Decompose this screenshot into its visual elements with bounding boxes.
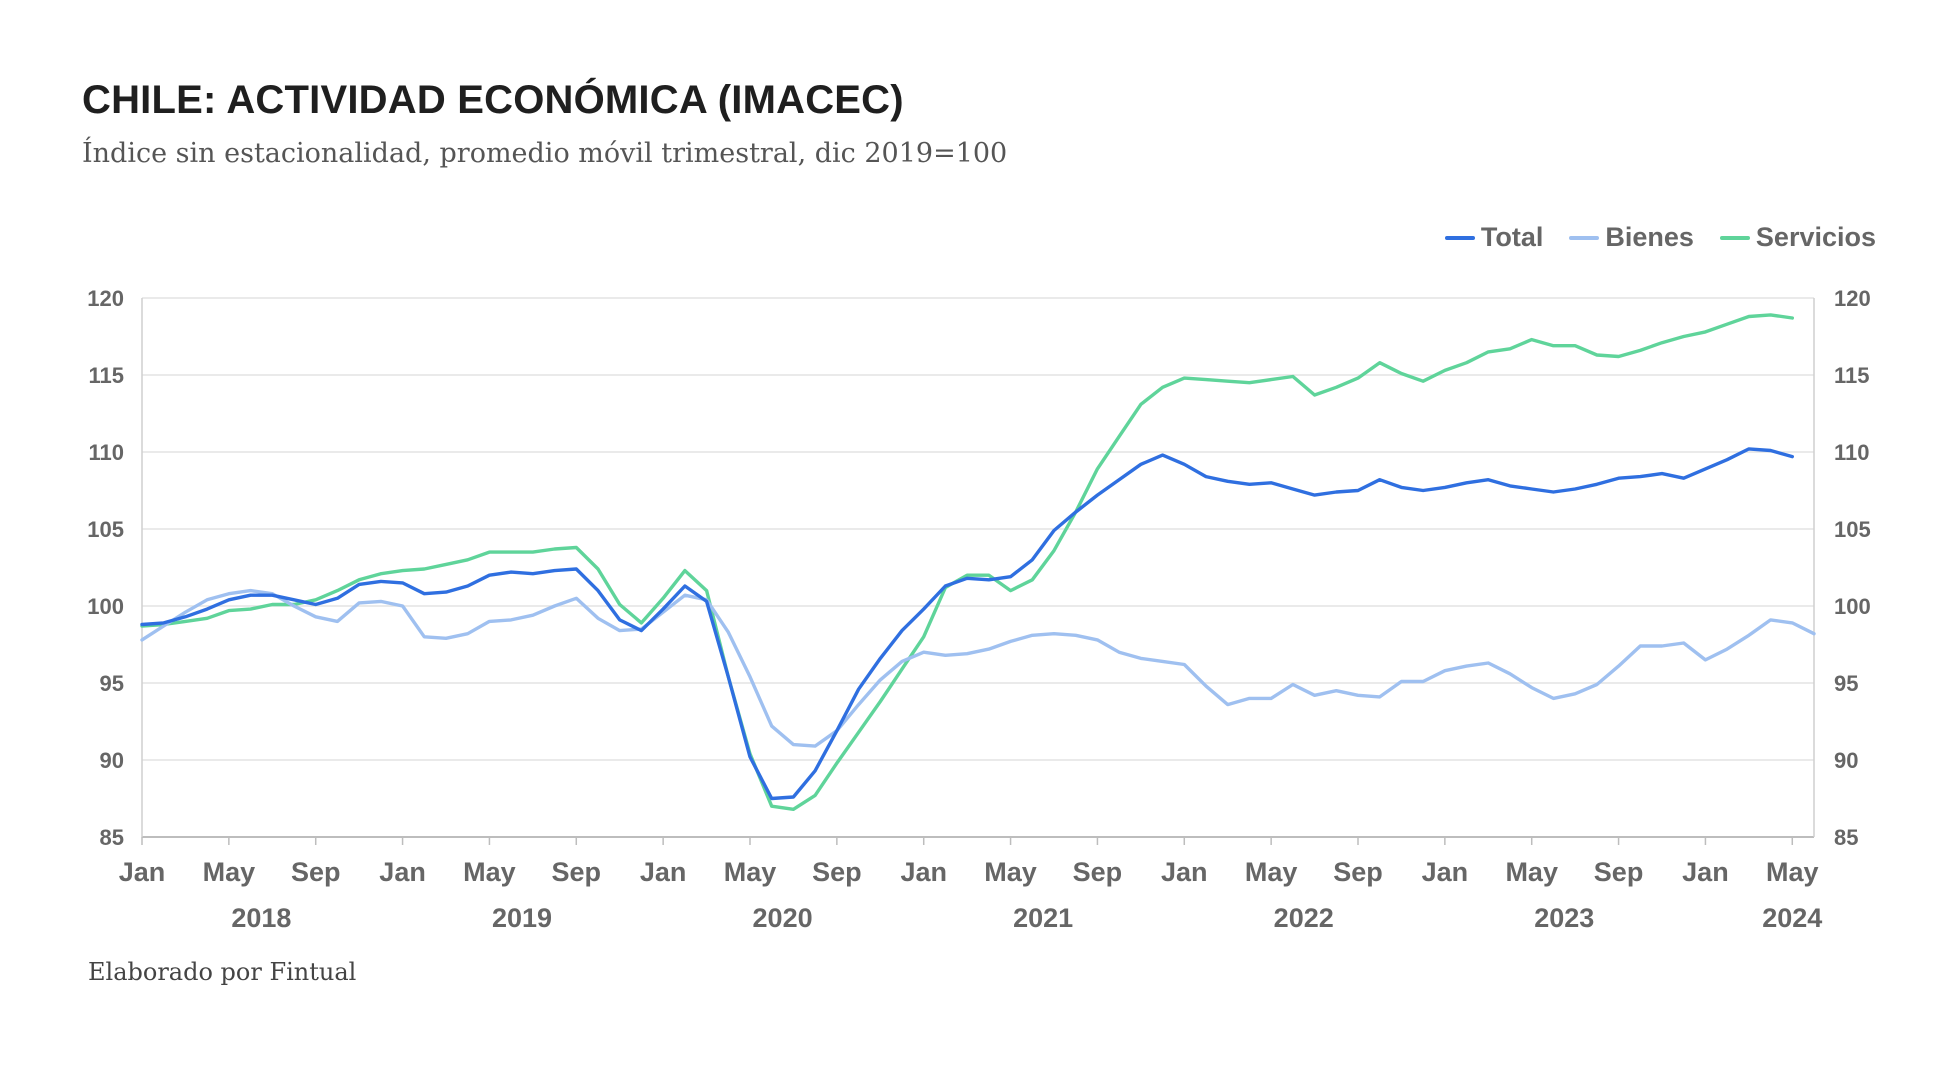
chart-legend: Total Bienes Servicios [1444,222,1876,253]
x-tick-label-12: Jan [379,857,426,887]
x-tick-label-60: Jan [1422,857,1469,887]
x-tick-label-32: Sep [812,857,862,887]
legend-item-total[interactable]: Total [1444,222,1544,253]
x-tick-label-28: May [724,857,777,887]
y-tick-label-left-115: 115 [89,363,125,388]
x-tick-label-56: Sep [1333,857,1383,887]
x-tick-label-76: May [1766,857,1819,887]
y-tick-label-left-85: 85 [100,825,124,850]
year-label-2018: 2018 [231,903,291,933]
year-label-2019: 2019 [492,903,552,933]
x-tick-label-0: Jan [119,857,166,887]
footer-credit: Elaborado por Fintual [88,958,357,986]
y-tick-label-left-95: 95 [100,671,124,696]
series-line-total [140,447,1794,801]
x-tick-label-72: Jan [1682,857,1729,887]
legend-label-servicios: Servicios [1755,222,1876,252]
y-tick-label-right-95: 95 [1834,671,1858,696]
legend-item-bienes[interactable]: Bienes [1569,222,1694,253]
legend-swatch-total [1444,235,1475,240]
y-tick-label-left-120: 120 [87,286,124,311]
year-label-2024: 2024 [1762,903,1822,933]
series-line-servicios [140,313,1794,811]
legend-item-servicios[interactable]: Servicios [1719,222,1876,253]
y-tick-label-right-105: 105 [1834,517,1871,542]
series-line-bienes [140,588,1816,748]
y-tick-label-left-100: 100 [87,594,124,619]
y-tick-label-right-120: 120 [1834,286,1871,311]
y-tick-label-right-115: 115 [1834,363,1870,388]
y-tick-label-left-90: 90 [100,748,124,773]
chart-subtitle: Índice sin estacionalidad, promedio móvi… [82,138,1008,169]
x-tick-label-52: May [1245,857,1298,887]
year-label-2023: 2023 [1534,903,1594,933]
y-tick-label-right-110: 110 [1834,440,1870,465]
legend-label-total: Total [1480,222,1544,252]
x-tick-label-36: Jan [900,857,947,887]
chart-title: CHILE: ACTIVIDAD ECONÓMICA (IMACEC) [82,78,904,122]
legend-label-bienes: Bienes [1605,222,1694,252]
legend-swatch-bienes [1569,235,1600,240]
x-tick-label-40: May [984,857,1037,887]
x-tick-label-48: Jan [1161,857,1208,887]
y-tick-label-right-85: 85 [1834,825,1858,850]
y-tick-label-right-90: 90 [1834,748,1858,773]
x-tick-label-44: Sep [1073,857,1123,887]
x-tick-label-20: Sep [552,857,602,887]
x-tick-label-64: May [1505,857,1558,887]
x-tick-label-16: May [463,857,516,887]
x-tick-label-24: Jan [640,857,687,887]
x-tick-label-8: Sep [291,857,341,887]
year-label-2020: 2020 [753,903,813,933]
y-tick-label-left-105: 105 [87,517,124,542]
x-tick-label-68: Sep [1594,857,1644,887]
y-tick-label-left-110: 110 [89,440,125,465]
y-tick-label-right-100: 100 [1834,594,1871,619]
x-tick-label-4: May [203,857,256,887]
year-label-2022: 2022 [1274,903,1334,933]
legend-swatch-servicios [1719,235,1750,240]
year-label-2021: 2021 [1013,903,1073,933]
